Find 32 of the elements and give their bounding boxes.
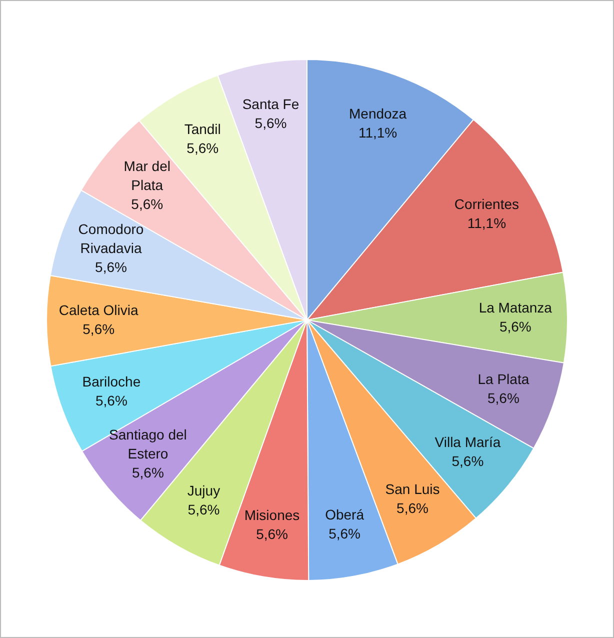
data-label: 5,6% <box>487 390 520 406</box>
slice-label: La Plata <box>478 370 530 387</box>
slice-label: Mendoza <box>349 105 407 122</box>
slice-label: Jujuy <box>187 482 220 498</box>
slice-label: Santa Fe <box>242 96 300 112</box>
data-label: 5,6% <box>82 321 115 338</box>
data-label: 5,6% <box>256 526 288 542</box>
data-label: 5,6% <box>396 500 428 516</box>
slice-label: Mar del Plata <box>124 158 170 194</box>
slice-label: Villa María <box>434 434 501 450</box>
data-label: 11,1% <box>358 124 398 140</box>
data-label: 5,6% <box>254 115 287 132</box>
slice-label: Comodoro Rivadavia <box>78 221 144 256</box>
slice-label: Corrientes <box>454 196 520 212</box>
data-label: 5,6% <box>132 464 164 481</box>
data-label: 5,6% <box>186 140 219 156</box>
data-label: 11,1% <box>467 214 506 231</box>
data-label: 5,6% <box>499 318 532 334</box>
slice-label: Tandil <box>184 120 221 137</box>
slice-label: Oberá <box>325 506 364 522</box>
slice-label: La Matanza <box>478 299 552 316</box>
slice-label: Misiones <box>244 506 300 523</box>
data-label: 5,6% <box>95 259 127 276</box>
data-label: 5,6% <box>452 453 484 470</box>
data-label: 5,6% <box>328 525 360 542</box>
data-label: 5,6% <box>95 392 128 408</box>
slice-label: Caleta Olivia <box>58 302 138 318</box>
slice-label: San Luis <box>385 481 440 498</box>
slice-label: Bariloche <box>82 373 141 390</box>
data-label: 5,6% <box>188 501 220 518</box>
slice-label: Santiago del Estero <box>109 426 187 462</box>
data-label: 5,6% <box>131 196 164 212</box>
